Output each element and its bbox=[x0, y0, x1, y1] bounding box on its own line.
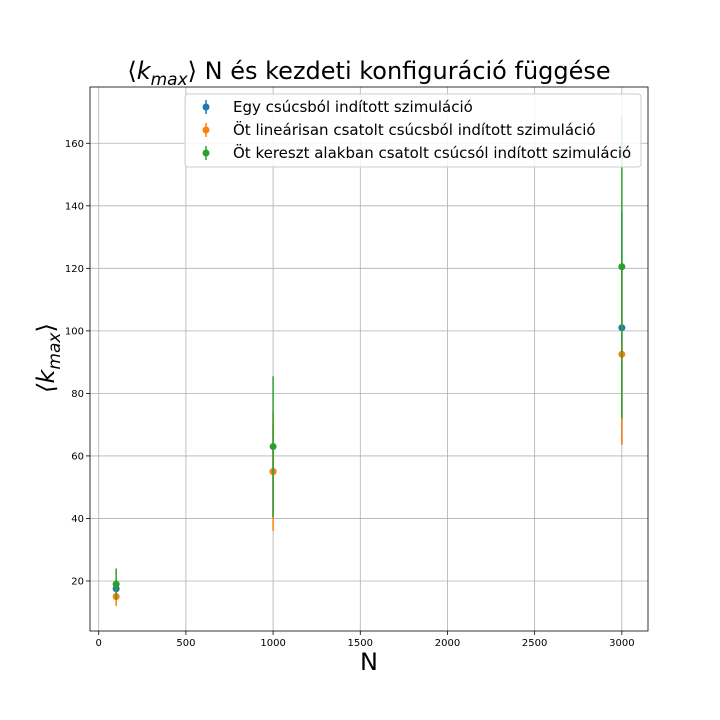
y-tick-label: 140 bbox=[65, 201, 84, 212]
x-tick-label: 1000 bbox=[260, 638, 285, 649]
legend-item: Öt lineárisan csatolt csúcsból indított … bbox=[202, 120, 596, 139]
legend-box bbox=[184, 93, 642, 168]
y-tick-label: 120 bbox=[65, 264, 84, 275]
data-point bbox=[112, 580, 120, 588]
legend-marker bbox=[202, 103, 210, 111]
y-axis-ticks: 20 40 60 80 100 120 140 160 bbox=[65, 139, 90, 587]
y-tick-label: 40 bbox=[71, 514, 84, 525]
y-tick-label: 80 bbox=[71, 389, 84, 400]
y-tick-label: 160 bbox=[65, 139, 84, 150]
data-point bbox=[618, 263, 626, 271]
legend-label: Egy csúcsból indított szimuláció bbox=[233, 98, 473, 116]
y-tick-label: 100 bbox=[65, 326, 84, 337]
legend-item: Egy csúcsból indított szimuláció bbox=[202, 98, 473, 116]
plot-frame bbox=[89, 86, 649, 632]
chart-title: ⟨kmax⟩ N és kezdeti konfiguráció függése bbox=[127, 57, 610, 90]
y-tick-label: 20 bbox=[71, 576, 84, 587]
legend-label: Öt lineárisan csatolt csúcsból indított … bbox=[233, 120, 596, 139]
x-tick-label: 2000 bbox=[435, 638, 460, 649]
legend-item: Öt kereszt alakban csatolt csúcsól indít… bbox=[202, 143, 631, 162]
legend-marker bbox=[202, 126, 210, 134]
x-tick-label: 2500 bbox=[522, 638, 547, 649]
x-axis-label: N bbox=[360, 648, 378, 676]
x-axis-ticks: 0 500 1000 1500 2000 2500 3000 bbox=[96, 631, 635, 649]
x-tick-label: 1500 bbox=[348, 638, 373, 649]
y-tick-label: 60 bbox=[71, 451, 84, 462]
x-tick-label: 500 bbox=[176, 638, 195, 649]
legend-marker bbox=[202, 149, 210, 157]
plot-area bbox=[90, 87, 648, 631]
legend: Egy csúcsból indított szimuláció Öt lineá… bbox=[184, 93, 642, 168]
grid bbox=[90, 87, 648, 631]
x-tick-label: 3000 bbox=[609, 638, 634, 649]
x-tick-label: 0 bbox=[96, 638, 102, 649]
legend-label: Öt kereszt alakban csatolt csúcsól indít… bbox=[233, 143, 631, 162]
y-axis-label: ⟨kmax⟩ bbox=[32, 323, 65, 393]
data-point bbox=[269, 443, 277, 451]
plot-background bbox=[90, 87, 648, 631]
